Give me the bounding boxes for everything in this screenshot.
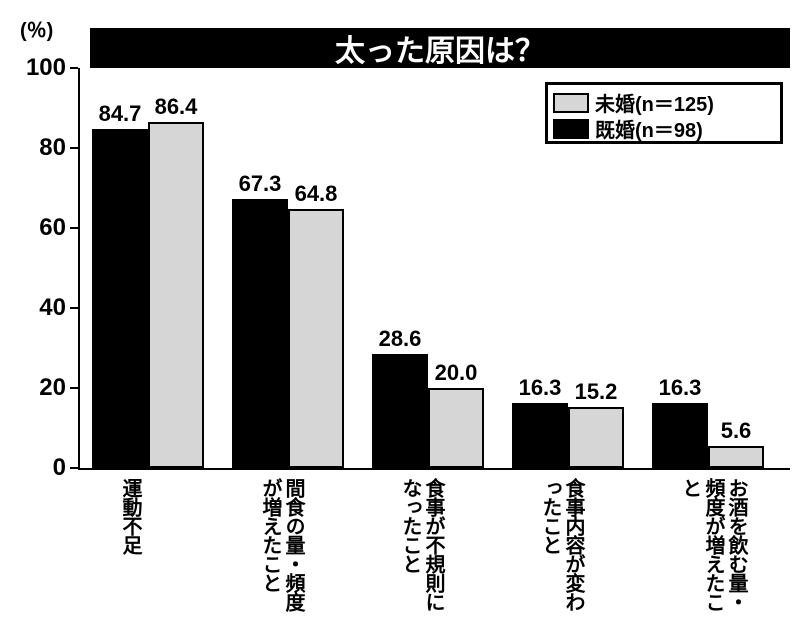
- bar-married: [512, 403, 568, 468]
- bar-married: [372, 354, 428, 468]
- bar-value-label: 20.0: [422, 360, 490, 386]
- legend-swatch: [553, 119, 589, 139]
- y-axis-line: [78, 68, 80, 468]
- legend-item: 既婚(n＝98): [553, 114, 703, 143]
- category-label: 食事が不規則になったこと: [398, 478, 444, 618]
- bar-single: [568, 407, 624, 468]
- bar-value-label: 28.6: [366, 326, 434, 352]
- category-label: 運動不足: [118, 478, 141, 554]
- bar-value-label: 15.2: [562, 379, 630, 405]
- x-axis-line: [78, 468, 790, 470]
- bar-married: [652, 403, 708, 468]
- y-tick: [70, 67, 78, 69]
- category-label: お酒を飲む量・頻度が増えたこと: [678, 478, 747, 618]
- y-tick: [70, 387, 78, 389]
- y-tick: [70, 227, 78, 229]
- y-tick: [70, 467, 78, 469]
- y-tick: [70, 147, 78, 149]
- chart-title: 太った原因は？: [90, 28, 790, 68]
- bar-value-label: 5.6: [702, 418, 770, 444]
- bar-single: [428, 388, 484, 468]
- y-tick-label: 100: [0, 54, 66, 82]
- legend-swatch: [553, 93, 589, 113]
- y-tick-label: 80: [0, 134, 66, 162]
- y-tick: [70, 307, 78, 309]
- bar-married: [92, 129, 148, 468]
- bar-single: [708, 446, 764, 468]
- bar-single: [148, 122, 204, 468]
- chart-container: (％) 太った原因は？ 02040608010084.786.4運動不足67.3…: [0, 0, 800, 626]
- y-tick-label: 60: [0, 214, 66, 242]
- y-tick-label: 0: [0, 454, 66, 482]
- y-tick-label: 40: [0, 294, 66, 322]
- legend-label: 既婚(n＝98): [595, 114, 703, 143]
- category-label: 食事内容が変わったこと: [538, 478, 584, 618]
- bar-value-label: 86.4: [142, 94, 210, 120]
- bar-married: [232, 199, 288, 468]
- legend-item: 未婚(n＝125): [553, 88, 714, 117]
- bar-value-label: 64.8: [282, 181, 350, 207]
- y-axis-unit: (％): [20, 14, 53, 43]
- bar-value-label: 16.3: [646, 375, 714, 401]
- category-label: 間食の量・頻度が増えたこと: [258, 478, 304, 618]
- legend-label: 未婚(n＝125): [595, 88, 714, 117]
- y-tick-label: 20: [0, 374, 66, 402]
- bar-single: [288, 209, 344, 468]
